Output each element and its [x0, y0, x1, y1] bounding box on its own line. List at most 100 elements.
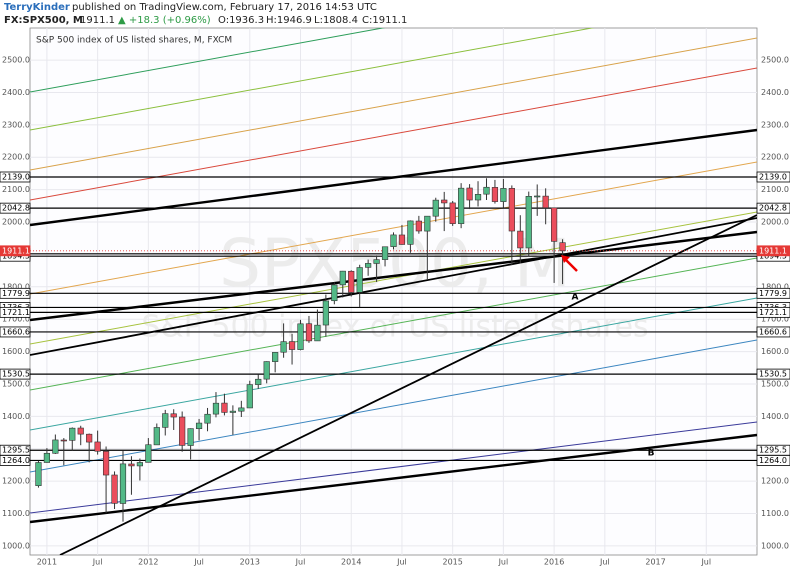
- y-tick-label: 2100.0: [2, 185, 30, 194]
- candle-body: [238, 407, 245, 412]
- channel-line: [30, 297, 757, 431]
- candle-body: [119, 463, 127, 504]
- candle-body: [407, 220, 414, 245]
- x-tick-label: Jul: [498, 558, 509, 567]
- candle-body: [424, 215, 431, 232]
- candle-body: [339, 270, 346, 286]
- y-tick-label: 1100.0: [2, 509, 30, 518]
- level-label: 1911.1: [759, 246, 787, 255]
- candle-body: [170, 413, 177, 418]
- candle-body: [551, 207, 558, 242]
- trend-line: [59, 214, 757, 555]
- x-tick-label: Jul: [396, 558, 407, 567]
- level-label-box: [756, 306, 790, 318]
- candle-body: [255, 378, 262, 385]
- candle-body: [356, 267, 363, 293]
- y-tick-label: 1800.0: [2, 282, 30, 291]
- x-tick-label: 2016: [544, 558, 564, 567]
- level-label: 1911.1: [2, 246, 30, 255]
- candle-body: [145, 444, 152, 463]
- y-tick-label: 2500.0: [2, 56, 30, 65]
- channel-line: [30, 257, 757, 391]
- candle-body: [381, 246, 389, 260]
- annotation: A: [572, 293, 579, 303]
- channel-line: [30, 28, 595, 131]
- level-label: 2139.0: [2, 172, 30, 181]
- watermark-subtitle: S&P 500 index of US listed shares: [141, 310, 648, 345]
- level-label: 2042.8: [759, 204, 787, 213]
- x-tick-label: Jul: [193, 558, 204, 567]
- x-tick-label: Jul: [599, 558, 610, 567]
- y-tick-label: 2200.0: [761, 153, 789, 162]
- level-label-box: [0, 245, 31, 257]
- candle-body: [517, 230, 524, 249]
- candle-body: [246, 384, 253, 409]
- level-label: 1779.9: [2, 289, 30, 298]
- level-label-box: [756, 171, 790, 183]
- candle-body: [69, 427, 76, 441]
- candle-body: [534, 195, 541, 198]
- y-tick-label: 1500.0: [761, 379, 789, 388]
- candle-body: [212, 402, 220, 415]
- y-tick-label: 1700.0: [761, 315, 789, 324]
- candle-body: [500, 188, 507, 202]
- candle-body: [60, 439, 67, 442]
- channel-line: [30, 161, 757, 295]
- candle-body: [390, 234, 397, 247]
- candle-body: [263, 361, 270, 380]
- candle-body: [272, 352, 279, 362]
- candle-body: [195, 422, 203, 429]
- candle-body: [204, 413, 211, 424]
- level-label: 1264.0: [759, 456, 787, 465]
- level-label-box: [756, 455, 790, 466]
- candle-body: [94, 441, 101, 452]
- x-tick-label: 2015: [442, 558, 462, 567]
- candle-body: [331, 284, 338, 302]
- level-label: 1530.5: [2, 370, 30, 379]
- level-label-box: [0, 287, 31, 299]
- candle-body: [288, 341, 296, 350]
- candle-body: [373, 259, 380, 264]
- y-tick-label: 2000.0: [2, 218, 30, 227]
- y-tick-label: 2200.0: [2, 153, 30, 162]
- level-label: 1779.9: [759, 289, 787, 298]
- candle-body: [314, 324, 321, 342]
- candle-body: [229, 410, 236, 413]
- candles: [35, 178, 566, 522]
- level-label: 1721.1: [2, 308, 30, 317]
- y-tick-label: 1200.0: [761, 477, 789, 486]
- candle-body: [297, 323, 304, 350]
- level-label-box: [756, 368, 790, 380]
- candle-body: [449, 202, 456, 224]
- candle-body: [559, 242, 566, 252]
- channel-line: [30, 421, 757, 514]
- change: ▲ +18.3 (+0.96%): [118, 15, 211, 26]
- y-tick-label: 2300.0: [2, 120, 30, 129]
- arrow-shaft: [564, 258, 578, 272]
- y-tick-label: 2400.0: [2, 88, 30, 97]
- candle-body: [458, 187, 465, 224]
- level-label-box: [0, 368, 31, 380]
- level-label-box: [756, 245, 790, 257]
- y-tick-label: 2100.0: [761, 185, 789, 194]
- candle-body: [102, 451, 110, 476]
- author[interactable]: TerryKinder: [4, 2, 70, 13]
- level-label-box: [0, 455, 31, 466]
- drawings: [30, 28, 757, 555]
- candle-body: [128, 463, 135, 467]
- candle-body: [466, 187, 473, 201]
- low: L:1808.4: [314, 15, 358, 26]
- candle-body: [441, 199, 448, 204]
- candle-body: [136, 462, 143, 467]
- candle-body: [491, 187, 499, 202]
- annotation: B: [648, 449, 655, 459]
- level-label-box: [756, 287, 790, 299]
- channel-line: [30, 28, 386, 93]
- y-tick-label: 1600.0: [2, 347, 30, 356]
- y-tick-label: 1800.0: [761, 282, 789, 291]
- level-label: 1264.0: [2, 456, 30, 465]
- level-label-box: [0, 306, 31, 318]
- candle-body: [111, 474, 118, 504]
- y-tick-label: 2500.0: [761, 56, 789, 65]
- candle-body: [179, 416, 186, 446]
